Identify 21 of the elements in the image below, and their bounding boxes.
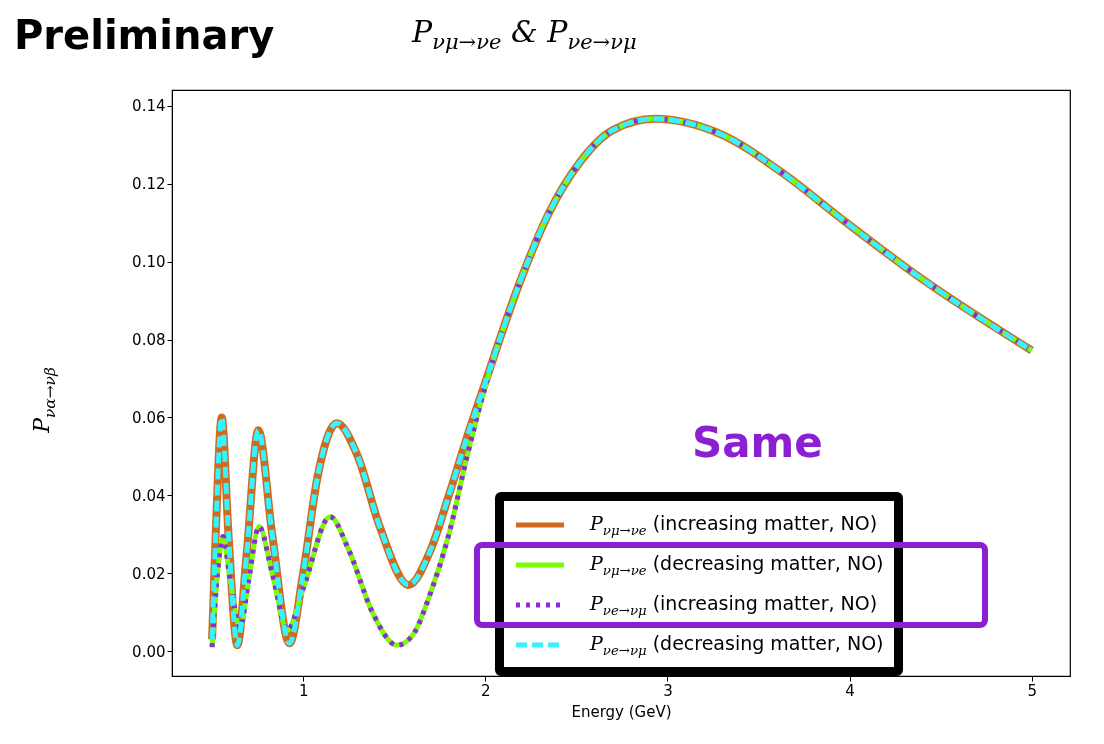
y-tick-label: 0.00 [132, 642, 166, 661]
legend-label: P$_{νμ→νe}$ (increasing matter, NO) [590, 512, 878, 538]
legend-label: P$_{νe→νμ}$ (decreasing matter, NO) [590, 632, 884, 658]
y-tick-label: 0.08 [132, 331, 166, 350]
y-tick-label: 0.06 [132, 408, 166, 427]
y-tick-label: 0.02 [132, 564, 166, 583]
legend-label: P$_{νe→νμ}$ (increasing matter, NO) [590, 592, 878, 618]
legend-label: P$_{νμ→νe}$ (decreasing matter, NO) [590, 552, 884, 578]
x-tick-label: 3 [663, 681, 673, 700]
annotation: Same [692, 418, 823, 467]
x-tick-label: 5 [1027, 681, 1038, 700]
y-tick-label: 0.04 [132, 486, 166, 505]
y-tick-label: 0.14 [132, 97, 166, 116]
text: Preliminary [14, 12, 275, 58]
chart-title: P$_{νμ→νe}$ & P$_{νe→νμ}$ [412, 14, 637, 54]
y-tick-label: 0.10 [132, 253, 166, 272]
x-axis-title: Energy (GeV) [571, 702, 672, 721]
y-tick-label: 0.12 [132, 175, 166, 194]
x-tick-label: 1 [298, 681, 309, 700]
x-tick-label: 2 [481, 681, 491, 700]
x-tick-label: 4 [845, 681, 855, 700]
